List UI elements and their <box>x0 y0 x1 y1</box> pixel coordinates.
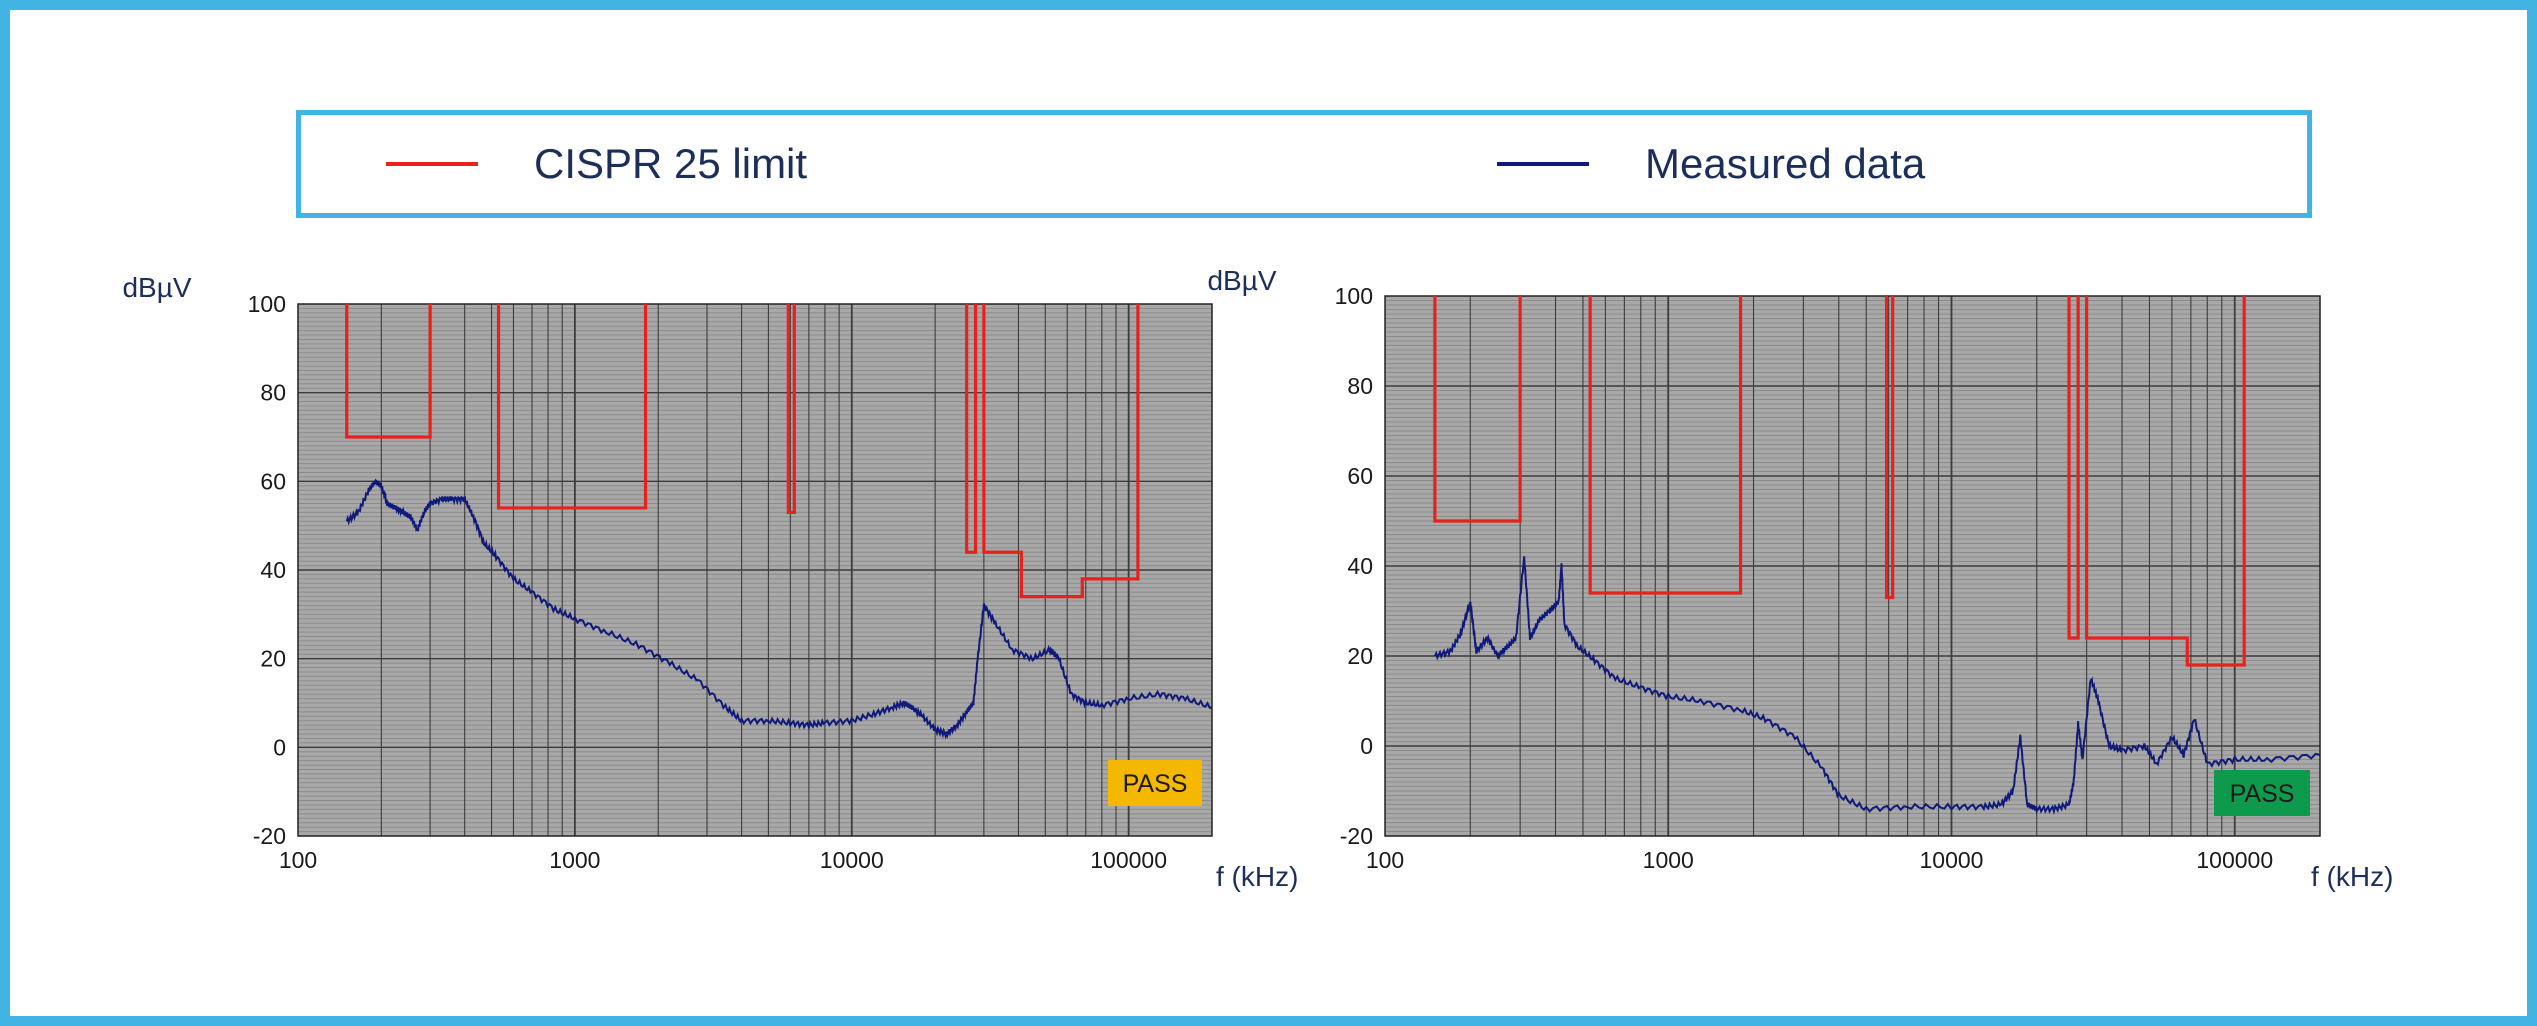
x-axis-label: f (kHz) <box>1216 861 1298 892</box>
pass-badge: PASS <box>1108 760 1202 806</box>
limit-lines <box>345 304 1140 599</box>
y-tick-label: -20 <box>1340 823 1373 849</box>
pass-badge-bg <box>1108 760 1202 806</box>
y-tick-label: 100 <box>248 291 286 317</box>
x-tick-label: 100 <box>1366 847 1404 873</box>
y-tick-label: 60 <box>1347 463 1373 489</box>
x-tick-label: 10000 <box>1920 847 1984 873</box>
y-tick-label: 20 <box>1347 643 1373 669</box>
limit-segment <box>345 304 432 439</box>
legend-swatch-limit <box>386 162 478 166</box>
x-tick-label: 1000 <box>1643 847 1694 873</box>
pass-badge-text: PASS <box>1123 770 1188 798</box>
y-tick-label: 0 <box>273 734 286 760</box>
limit-segment <box>982 304 1140 599</box>
legend-item-limit: CISPR 25 limit <box>386 115 807 213</box>
plot-border <box>297 303 1213 837</box>
legend-item-measured: Measured data <box>1497 115 1925 213</box>
limit-lines <box>1433 296 2246 667</box>
x-tick-label: 100000 <box>1090 847 1167 873</box>
limit-segment <box>786 304 796 514</box>
legend-swatch-measured <box>1497 162 1589 166</box>
grid-minor <box>1385 300 2320 832</box>
x-axis-label: f (kHz) <box>2311 861 2393 892</box>
pass-badge: PASS <box>2214 770 2310 816</box>
y-tick-label: 40 <box>260 557 286 583</box>
limit-segment <box>1433 296 1522 523</box>
chart-2: -20 0 20 40 60 80 100 100 1000 10000 100000 dBµV f (… <box>1207 265 2393 892</box>
x-tick-label: 1000 <box>549 847 600 873</box>
x-tick-label: 10000 <box>820 847 884 873</box>
limit-segment <box>965 304 978 554</box>
y-tick-label: 20 <box>260 646 286 672</box>
measured-data-line <box>1433 556 2321 816</box>
limit-segment <box>2067 296 2080 640</box>
legend: CISPR 25 limit Measured data <box>296 110 2312 218</box>
limit-segment <box>1588 296 1743 595</box>
limit-segment <box>2085 296 2246 667</box>
pass-badge-bg <box>2214 770 2310 816</box>
y-tick-label: 80 <box>260 380 286 406</box>
y-tick-label: 80 <box>1347 373 1373 399</box>
y-axis-label: dBµV <box>122 272 191 303</box>
y-tick-label: 100 <box>1335 283 1373 309</box>
x-tick-label: 100 <box>279 847 317 873</box>
y-tick-label: -20 <box>253 823 286 849</box>
limit-segment <box>1884 296 1895 600</box>
measured-data-line <box>345 478 1213 740</box>
grid-minor <box>298 307 1212 833</box>
legend-label-limit: CISPR 25 limit <box>534 140 808 187</box>
y-axis-label: dBµV <box>1207 265 1276 296</box>
y-tick-label: 40 <box>1347 553 1373 579</box>
plot-border <box>1384 295 2321 837</box>
pass-badge-text: PASS <box>2230 780 2295 808</box>
chart-1: -20 0 20 40 60 80 100 100 1000 10000 100000 dBµV f (… <box>122 272 1298 892</box>
y-tick-label: 0 <box>1360 733 1373 759</box>
x-tick-label: 100000 <box>2196 847 2273 873</box>
y-tick-label: 60 <box>260 468 286 494</box>
legend-label-measured: Measured data <box>1645 140 1926 187</box>
grid-major <box>1385 385 2320 747</box>
limit-segment <box>496 304 648 510</box>
